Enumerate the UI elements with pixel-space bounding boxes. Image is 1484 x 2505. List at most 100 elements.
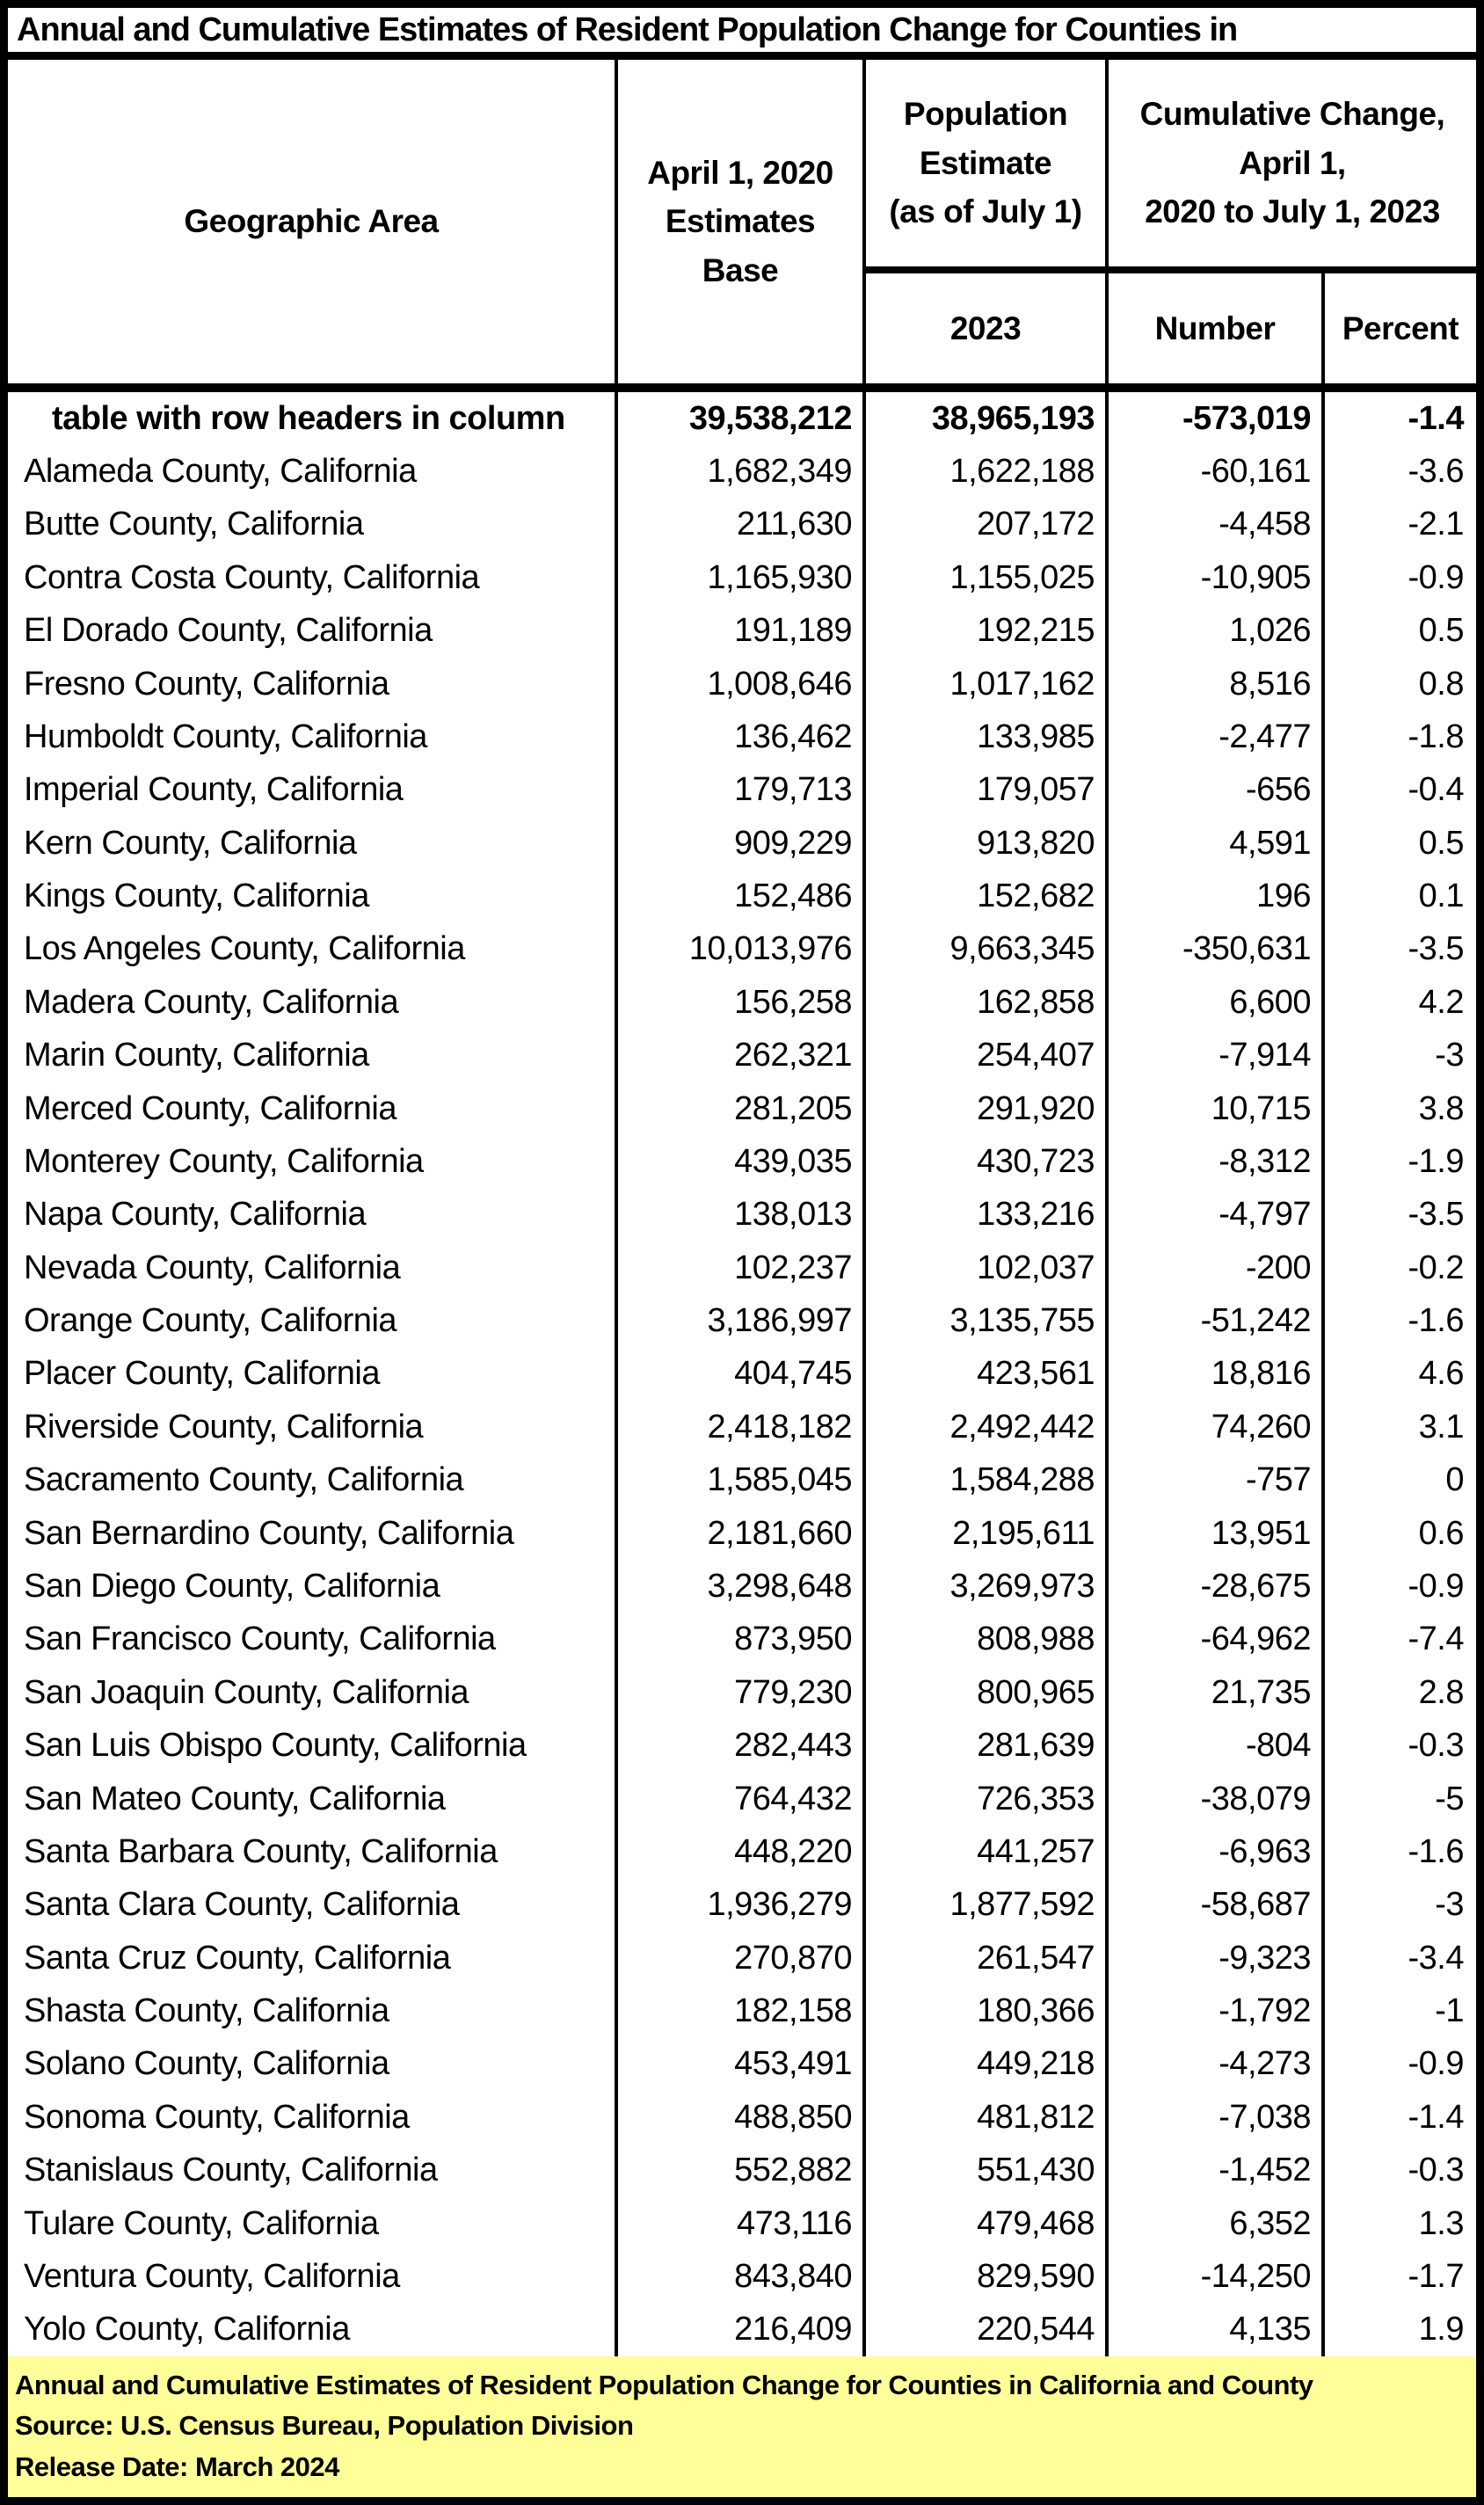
change-number-cell: -573,019 (1109, 392, 1325, 446)
change-number-cell: -4,797 (1109, 1188, 1325, 1242)
change-percent-cell: -3.6 (1408, 453, 1465, 491)
base-cell: 216,409 (618, 2303, 866, 2356)
geo-area-cell: Humboldt County, California (8, 710, 618, 764)
change-percent-cell: -0.9 (1408, 558, 1465, 596)
estimate-cell: 829,590 (866, 2250, 1109, 2304)
change-percent-cell: -1.9 (1408, 1142, 1465, 1180)
estimate-cell: 430,723 (866, 1135, 1109, 1189)
geo-area-cell: Santa Barbara County, California (8, 1825, 618, 1879)
change-percent-cell: 1.3 (1418, 2204, 1465, 2242)
geo-area-cell: Los Angeles County, California (8, 922, 618, 977)
change-number-cell: -7,038 (1109, 2091, 1325, 2145)
estimate-cell: 38,965,193 (866, 392, 1109, 446)
footnote-title: Annual and Cumulative Estimates of Resid… (15, 2369, 1313, 2400)
geo-area-cell: Riverside County, California (8, 1401, 618, 1454)
change-number-cell: 196 (1109, 870, 1325, 923)
change-number-cell: -6,963 (1109, 1825, 1325, 1879)
change-percent-cell: -7.4 (1408, 1620, 1465, 1658)
change-percent-cell: 0 (1445, 1461, 1464, 1499)
base-cell: 211,630 (618, 498, 866, 552)
change-number-cell: 10,715 (1109, 1081, 1325, 1136)
change-percent-cell: -3.5 (1408, 930, 1465, 968)
base-cell: 39,538,212 (618, 392, 866, 446)
estimate-cell: 281,639 (866, 1719, 1109, 1773)
geo-area-cell: Napa County, California (8, 1188, 618, 1242)
change-number-cell: -60,161 (1109, 445, 1325, 499)
estimate-cell: 9,663,345 (866, 922, 1109, 977)
change-number-cell: -51,242 (1109, 1294, 1325, 1348)
geo-area-cell: Orange County, California (8, 1294, 618, 1348)
data-grid: table with row headers in column 39,538,2… (8, 392, 1476, 2356)
estimate-cell: 291,920 (866, 1081, 1109, 1136)
geo-area-cell: Nevada County, California (8, 1242, 618, 1295)
column-header-population-estimate: Population Estimate (as of July 1) (866, 60, 1109, 273)
base-cell: 270,870 (618, 1931, 866, 1985)
change-percent-cell: 0.1 (1418, 877, 1465, 915)
change-number-cell: 4,591 (1109, 817, 1325, 870)
change-percent-cell: -2.1 (1408, 506, 1465, 543)
change-number-cell: -1,452 (1109, 2144, 1325, 2197)
change-percent-cell: -1.4 (1408, 2098, 1465, 2136)
geo-area-cell: Solano County, California (8, 2037, 618, 2092)
base-cell: 182,158 (618, 1984, 866, 2038)
change-percent-cell: 0.8 (1418, 665, 1465, 703)
geo-area-cell: Tulare County, California (8, 2196, 618, 2251)
change-number-cell: 1,026 (1109, 604, 1325, 658)
base-cell: 3,186,997 (618, 1294, 866, 1348)
base-cell: 179,713 (618, 763, 866, 818)
base-cell: 10,013,976 (618, 922, 866, 977)
base-cell: 473,116 (618, 2196, 866, 2251)
estimate-cell: 1,622,188 (866, 445, 1109, 499)
change-percent-cell: -0.3 (1408, 2152, 1465, 2189)
estimate-cell: 1,017,162 (866, 657, 1109, 711)
base-cell: 1,585,045 (618, 1453, 866, 1507)
estimate-cell: 2,195,611 (866, 1506, 1109, 1561)
change-percent-cell: -1.6 (1408, 1832, 1465, 1870)
change-number-cell: -8,312 (1109, 1135, 1325, 1189)
geo-area-cell: San Francisco County, California (8, 1613, 618, 1667)
change-percent-cell: 0.5 (1418, 612, 1465, 650)
column-header-number: Number (1109, 273, 1325, 383)
base-cell: 439,035 (618, 1135, 866, 1189)
change-percent-cell: -1.6 (1408, 1302, 1465, 1340)
estimate-cell: 2,492,442 (866, 1401, 1109, 1454)
geo-area-cell: Sonoma County, California (8, 2091, 618, 2145)
base-cell: 843,840 (618, 2250, 866, 2304)
base-cell: 3,298,648 (618, 1560, 866, 1613)
geo-area-cell: Sacramento County, California (8, 1453, 618, 1507)
base-cell: 909,229 (618, 817, 866, 870)
change-percent-cell: 0.5 (1418, 824, 1465, 862)
column-header-2023: 2023 (866, 273, 1109, 383)
change-percent-cell: -0.9 (1408, 1568, 1465, 1605)
base-cell: 1,165,930 (618, 551, 866, 605)
estimate-cell: 479,468 (866, 2196, 1109, 2251)
base-cell: 552,882 (618, 2144, 866, 2197)
base-cell: 281,205 (618, 1081, 866, 1136)
geo-area-cell: Shasta County, California (8, 1984, 618, 2038)
estimate-cell: 102,037 (866, 1242, 1109, 1295)
change-number-cell: -804 (1109, 1719, 1325, 1773)
change-number-cell: -350,631 (1109, 922, 1325, 977)
change-number-cell: -14,250 (1109, 2250, 1325, 2304)
base-cell: 1,682,349 (618, 445, 866, 499)
estimate-cell: 441,257 (866, 1825, 1109, 1879)
change-percent-cell: -3 (1435, 1037, 1464, 1074)
change-number-cell: 21,735 (1109, 1666, 1325, 1720)
estimate-cell: 179,057 (866, 763, 1109, 818)
geo-area-cell: El Dorado County, California (8, 604, 618, 658)
change-percent-cell: 4.6 (1418, 1355, 1465, 1393)
geo-area-cell: Kern County, California (8, 817, 618, 870)
estimate-cell: 1,877,592 (866, 1878, 1109, 1932)
change-number-cell: -2,477 (1109, 710, 1325, 764)
estimate-cell: 1,584,288 (866, 1453, 1109, 1507)
geo-area-cell: Monterey County, California (8, 1135, 618, 1189)
change-percent-cell: -0.3 (1408, 1727, 1465, 1765)
change-percent-cell: -1 (1435, 1992, 1464, 2030)
change-number-cell: -757 (1109, 1453, 1325, 1507)
change-number-cell: 74,260 (1109, 1401, 1325, 1454)
estimate-cell: 1,155,025 (866, 551, 1109, 605)
geo-area-cell: Contra Costa County, California (8, 551, 618, 605)
change-number-cell: -28,675 (1109, 1560, 1325, 1613)
base-cell: 1,008,646 (618, 657, 866, 711)
change-percent-cell: -1.7 (1408, 2257, 1465, 2295)
